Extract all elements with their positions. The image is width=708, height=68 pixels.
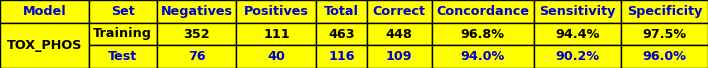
Bar: [621, 23, 708, 45]
Bar: [236, 0, 316, 23]
Bar: [432, 45, 534, 68]
Bar: [88, 0, 156, 23]
Bar: [316, 45, 367, 68]
Text: 94.0%: 94.0%: [460, 50, 505, 63]
Bar: [156, 0, 236, 23]
Bar: [236, 45, 316, 68]
Text: 96.8%: 96.8%: [461, 27, 505, 41]
Bar: [88, 23, 156, 45]
Text: Set: Set: [111, 5, 135, 18]
Bar: [0, 23, 88, 68]
Text: 96.0%: 96.0%: [642, 50, 686, 63]
Text: Negatives: Negatives: [161, 5, 233, 18]
Bar: [432, 0, 534, 23]
Bar: [534, 45, 621, 68]
Bar: [367, 23, 432, 45]
Text: 448: 448: [386, 27, 413, 41]
Text: 94.4%: 94.4%: [555, 27, 600, 41]
Bar: [534, 0, 621, 23]
Text: 109: 109: [386, 50, 412, 63]
Text: 463: 463: [328, 27, 355, 41]
Text: Sensitivity: Sensitivity: [539, 5, 615, 18]
Text: Concordance: Concordance: [436, 5, 529, 18]
Text: TOX_PHOS: TOX_PHOS: [6, 39, 82, 52]
Text: 97.5%: 97.5%: [642, 27, 687, 41]
Bar: [316, 23, 367, 45]
Bar: [88, 45, 156, 68]
Text: Training: Training: [93, 27, 152, 41]
Bar: [156, 45, 236, 68]
Text: 111: 111: [263, 27, 290, 41]
Bar: [316, 0, 367, 23]
Bar: [432, 23, 534, 45]
Bar: [534, 23, 621, 45]
Text: Correct: Correct: [372, 5, 426, 18]
Text: 116: 116: [329, 50, 355, 63]
Bar: [621, 45, 708, 68]
Bar: [621, 0, 708, 23]
Text: Test: Test: [108, 50, 137, 63]
Bar: [0, 0, 88, 23]
Bar: [236, 23, 316, 45]
Text: Positives: Positives: [244, 5, 309, 18]
Text: Total: Total: [324, 5, 359, 18]
Text: 90.2%: 90.2%: [555, 50, 599, 63]
Text: 352: 352: [183, 27, 210, 41]
Bar: [367, 0, 432, 23]
Text: 40: 40: [268, 50, 285, 63]
Text: Model: Model: [23, 5, 67, 18]
Text: 76: 76: [188, 50, 205, 63]
Text: Specificity: Specificity: [627, 5, 702, 18]
Bar: [367, 45, 432, 68]
Bar: [156, 23, 236, 45]
